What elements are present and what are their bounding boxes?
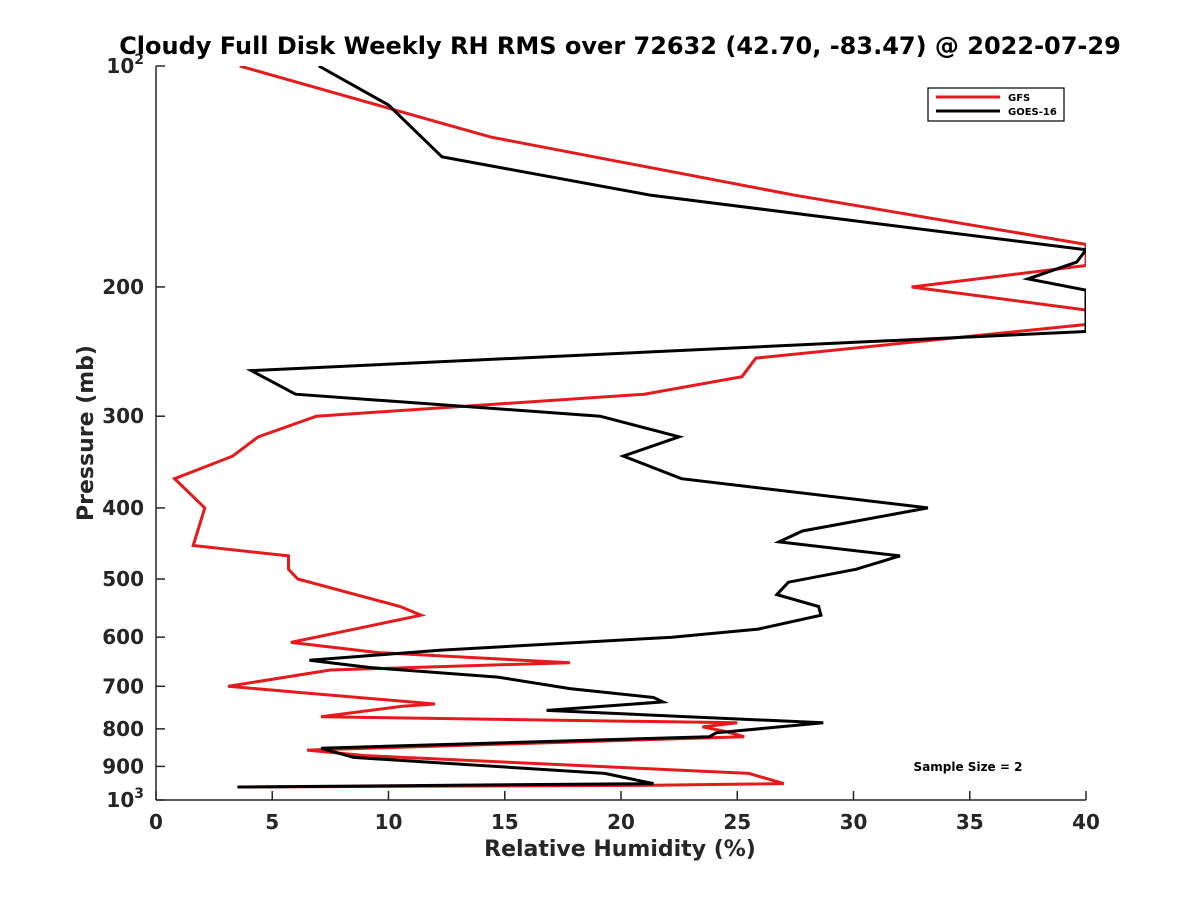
x-tick-label: 10 <box>375 810 403 834</box>
x-tick-label: 30 <box>840 810 868 834</box>
x-axis: 0 5 10 15 20 25 30 35 40 <box>149 791 1100 834</box>
series-line-goes-16 <box>237 66 1086 789</box>
y-axis: 102 200 300 400 500 600 700 800 900 103 <box>102 52 165 812</box>
x-tick-label: 35 <box>956 810 984 834</box>
series-lines <box>171 66 1086 789</box>
x-tick-label: 25 <box>723 810 751 834</box>
x-tick-label: 20 <box>607 810 635 834</box>
y-tick-label: 800 <box>102 717 144 741</box>
x-tick-label: 15 <box>491 810 519 834</box>
series-line-gfs <box>171 66 1086 789</box>
y-tick-label: 103 <box>106 786 144 812</box>
plot-area <box>171 66 1086 789</box>
y-tick-label: 500 <box>102 567 144 591</box>
sample-size-annotation: Sample Size = 2 <box>914 760 1023 774</box>
y-axis-label: Pressure (mb) <box>74 345 99 521</box>
y-tick-label: 700 <box>102 674 144 698</box>
legend: GFS GOES-16 <box>927 87 1065 122</box>
y-tick-label: 900 <box>102 754 144 778</box>
legend-entry: GFS <box>1008 93 1030 104</box>
x-tick-label: 40 <box>1072 810 1100 834</box>
x-tick-label: 5 <box>265 810 279 834</box>
legend-entry: GOES-16 <box>1008 107 1057 118</box>
y-tick-label: 300 <box>102 404 144 428</box>
legend-box <box>927 87 1065 122</box>
y-tick-label: 102 <box>106 52 144 78</box>
y-tick-label: 400 <box>102 496 144 520</box>
x-tick-label: 0 <box>149 810 163 834</box>
chart-title: Cloudy Full Disk Weekly RH RMS over 7263… <box>119 32 1121 60</box>
y-tick-label: 200 <box>102 275 144 299</box>
y-tick-label: 600 <box>102 625 144 649</box>
x-axis-label: Relative Humidity (%) <box>484 837 756 862</box>
